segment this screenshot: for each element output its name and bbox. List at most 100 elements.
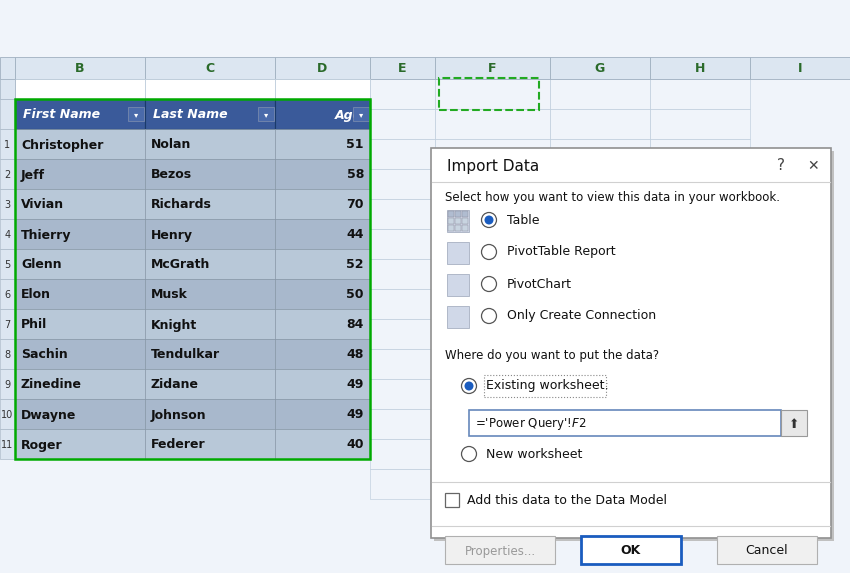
Text: Zinedine: Zinedine	[21, 379, 82, 391]
Bar	[275, 249, 370, 279]
Text: Johnson: Johnson	[151, 409, 207, 422]
Text: 48: 48	[347, 348, 364, 362]
Text: 7: 7	[4, 320, 10, 330]
Text: 84: 84	[347, 319, 364, 332]
Text: Phil: Phil	[21, 319, 48, 332]
Text: Last Name: Last Name	[153, 108, 228, 121]
Bar	[448, 225, 454, 231]
Bar	[550, 349, 650, 379]
Bar	[455, 218, 461, 224]
Circle shape	[481, 213, 496, 227]
Bar	[370, 379, 435, 409]
Bar	[650, 289, 750, 319]
Bar	[445, 536, 555, 564]
Text: Knight: Knight	[151, 319, 197, 332]
Bar	[650, 229, 750, 259]
Text: B: B	[76, 62, 85, 76]
Bar	[550, 379, 650, 409]
Bar	[15, 99, 370, 459]
Bar	[650, 169, 750, 199]
Bar	[370, 169, 435, 199]
Bar	[145, 279, 275, 309]
Bar	[15, 309, 145, 339]
Circle shape	[464, 382, 473, 391]
Bar	[15, 219, 145, 249]
Bar	[15, 339, 145, 369]
Text: Add this data to the Data Model: Add this data to the Data Model	[467, 493, 667, 507]
Bar	[275, 339, 370, 369]
Bar	[275, 99, 370, 129]
Text: 70: 70	[347, 198, 364, 211]
Bar	[455, 211, 461, 217]
Bar	[455, 225, 461, 231]
Text: D: D	[317, 62, 327, 76]
Text: 5: 5	[4, 260, 10, 270]
Text: Age: Age	[335, 108, 362, 121]
Bar	[550, 289, 650, 319]
Bar	[275, 129, 370, 159]
Text: 3: 3	[4, 200, 10, 210]
Text: ▾: ▾	[133, 111, 138, 120]
Text: G: G	[595, 62, 605, 76]
Bar	[550, 409, 650, 439]
Bar	[717, 536, 817, 564]
Bar	[0, 57, 15, 79]
Bar	[650, 349, 750, 379]
Text: Where do you want to put the data?: Where do you want to put the data?	[445, 350, 659, 363]
Bar	[370, 439, 435, 469]
Bar	[15, 249, 145, 279]
Text: Glenn: Glenn	[21, 258, 61, 272]
Text: 40: 40	[347, 438, 364, 452]
Text: Select how you want to view this data in your workbook.: Select how you want to view this data in…	[445, 191, 780, 205]
Bar	[275, 219, 370, 249]
Text: PivotChart: PivotChart	[507, 277, 572, 291]
Bar	[0, 369, 15, 399]
Text: 49: 49	[347, 379, 364, 391]
Bar	[128, 107, 144, 121]
Text: Sachin: Sachin	[21, 348, 68, 362]
Bar	[370, 199, 435, 229]
Bar	[650, 109, 750, 139]
Bar	[750, 57, 850, 79]
Text: Christopher: Christopher	[21, 139, 104, 151]
Text: Dwayne: Dwayne	[21, 409, 76, 422]
Bar	[275, 189, 370, 219]
Bar	[15, 369, 145, 399]
Bar	[435, 289, 550, 319]
Bar	[145, 309, 275, 339]
Bar	[15, 429, 145, 459]
Text: McGrath: McGrath	[151, 258, 210, 272]
Bar	[439, 78, 539, 110]
Text: 50: 50	[347, 288, 364, 301]
Bar	[0, 79, 15, 99]
Text: E: E	[399, 62, 407, 76]
Text: Federer: Federer	[151, 438, 206, 452]
Circle shape	[481, 308, 496, 324]
Bar	[370, 349, 435, 379]
Bar	[435, 139, 550, 169]
Text: Properties...: Properties...	[464, 544, 536, 558]
Text: F: F	[488, 62, 496, 76]
Text: 49: 49	[347, 409, 364, 422]
Bar	[550, 109, 650, 139]
Bar	[145, 159, 275, 189]
Bar	[370, 259, 435, 289]
Bar	[0, 159, 15, 189]
Bar	[435, 469, 550, 499]
Bar	[435, 79, 550, 109]
Circle shape	[462, 446, 477, 461]
Bar	[550, 79, 650, 109]
Text: Richards: Richards	[151, 198, 212, 211]
Text: 6: 6	[4, 290, 10, 300]
Text: Elon: Elon	[21, 288, 51, 301]
Text: ▾: ▾	[359, 111, 363, 120]
Bar	[370, 469, 435, 499]
Bar	[0, 339, 15, 369]
Bar	[550, 139, 650, 169]
Text: Cancel: Cancel	[745, 544, 788, 558]
Bar	[484, 375, 606, 397]
Text: ?: ?	[777, 159, 785, 174]
Bar	[550, 469, 650, 499]
Bar	[275, 369, 370, 399]
Bar	[145, 219, 275, 249]
